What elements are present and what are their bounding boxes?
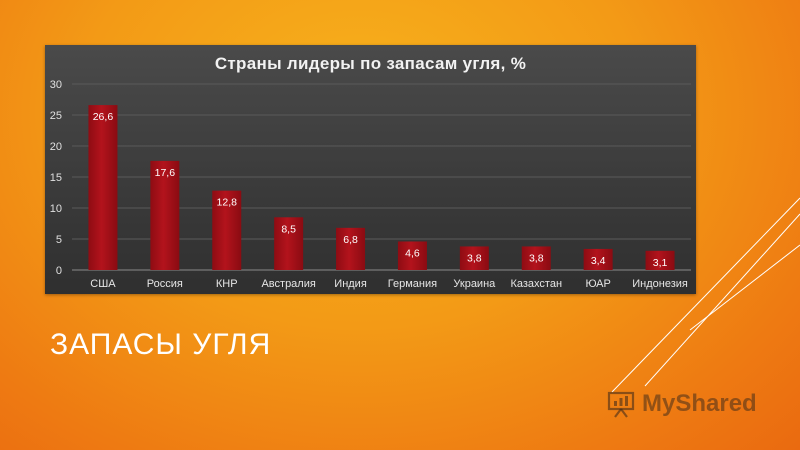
y-tick-label: 15 bbox=[50, 172, 62, 184]
bar bbox=[274, 217, 304, 270]
y-tick-label: 10 bbox=[50, 203, 62, 215]
x-tick-label: Индонезия bbox=[632, 278, 688, 290]
bar bbox=[645, 250, 675, 270]
bar bbox=[336, 227, 366, 270]
bar bbox=[583, 248, 613, 270]
presentation-board-icon bbox=[607, 391, 635, 418]
x-tick-label: ЮАР bbox=[585, 278, 610, 290]
bar bbox=[150, 160, 180, 270]
x-tick-label: Австралия bbox=[261, 278, 315, 290]
data-label: 3,8 bbox=[529, 252, 544, 264]
x-tick-label: Россия bbox=[147, 278, 183, 290]
x-tick-label: Украина bbox=[453, 278, 496, 290]
bar bbox=[521, 246, 551, 270]
data-label: 8,5 bbox=[281, 223, 296, 235]
y-tick-label: 5 bbox=[56, 234, 62, 246]
y-tick-label: 0 bbox=[56, 265, 62, 277]
data-label: 26,6 bbox=[93, 111, 114, 123]
data-label: 3,8 bbox=[467, 252, 482, 264]
deco-line-2 bbox=[644, 213, 800, 387]
chart-panel: Страны лидеры по запасам угля, % 0 5 10 15 2… bbox=[45, 45, 696, 294]
deco-line-3 bbox=[689, 244, 800, 331]
bar-chart: 0 5 10 15 20 25 30 26,6 США 17,6 Россия 12,8 КНР 8,5 А… bbox=[50, 79, 691, 290]
logo-text: MyShared bbox=[642, 390, 757, 417]
myshared-logo: MyShared bbox=[606, 388, 757, 420]
data-label: 3,4 bbox=[591, 255, 606, 267]
data-label: 17,6 bbox=[155, 167, 176, 179]
x-tick-label: Казахстан bbox=[510, 278, 562, 290]
data-label: 6,8 bbox=[343, 234, 358, 246]
data-label: 4,6 bbox=[405, 247, 420, 259]
x-tick-label: КНР bbox=[216, 278, 238, 290]
x-tick-label: Германия bbox=[388, 278, 437, 290]
bar bbox=[212, 190, 242, 270]
slide-title: ЗАПАСЫ УГЛЯ bbox=[50, 328, 272, 361]
data-label: 3,1 bbox=[653, 257, 668, 269]
deco-line-1 bbox=[611, 197, 800, 393]
x-tick-label: Индия bbox=[334, 278, 367, 290]
y-tick-label: 30 bbox=[50, 79, 62, 91]
data-label: 12,8 bbox=[217, 197, 238, 209]
bar bbox=[88, 105, 118, 270]
bar bbox=[459, 246, 489, 270]
bar bbox=[397, 241, 427, 270]
chart-title: Страны лидеры по запасам угля, % bbox=[214, 54, 527, 73]
y-tick-label: 25 bbox=[50, 110, 62, 122]
y-tick-label: 20 bbox=[50, 141, 62, 153]
x-tick-label: США bbox=[90, 278, 116, 290]
